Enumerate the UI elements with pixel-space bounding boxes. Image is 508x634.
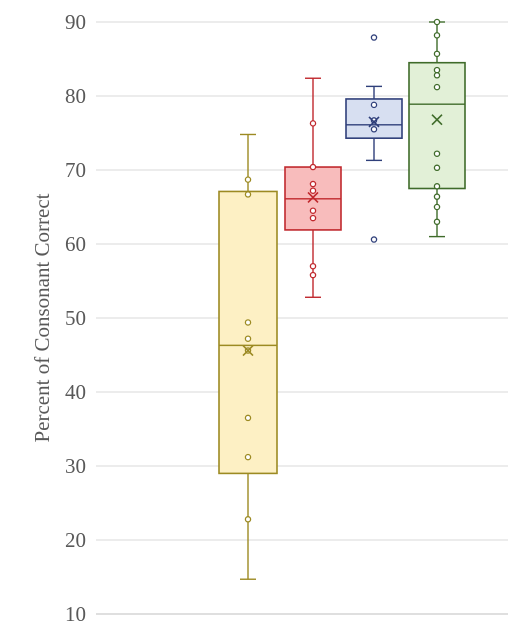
data-point-2-6: [309, 214, 317, 222]
mean-marker-4: [431, 114, 443, 126]
data-point-4-8: [433, 164, 441, 172]
data-point-4-2: [433, 32, 441, 39]
y-tick-label-60: 60: [65, 232, 86, 256]
mean-marker-3: [368, 116, 380, 128]
y-tick-label-20: 20: [65, 528, 86, 552]
y-tick-label-70: 70: [65, 158, 86, 182]
data-point-3-2: [370, 101, 378, 109]
box-group-2: [284, 77, 342, 298]
y-axis-title: Percent of Consonant Correct: [30, 193, 54, 442]
y-tick-label-30: 30: [65, 454, 86, 478]
y-tick-label-40: 40: [65, 380, 86, 404]
box-group-1: [218, 133, 278, 580]
y-tick-label-80: 80: [65, 84, 86, 108]
data-point-1-6: [244, 453, 252, 461]
box-iqr-1: [218, 190, 278, 475]
data-point-2-8: [309, 271, 317, 279]
data-point-4-1: [433, 18, 441, 26]
y-tick-label-10: 10: [65, 602, 86, 626]
data-point-4-12: [433, 218, 441, 226]
data-point-4-3: [433, 50, 441, 58]
y-tick-label-50: 50: [65, 306, 86, 330]
data-point-3-1: [370, 34, 378, 41]
mean-marker-1: [242, 344, 254, 357]
data-point-1-4: [244, 335, 252, 342]
y-axis-ticks: 10 20 30 40 50 60 70 80 90: [65, 10, 86, 626]
data-point-4-5: [433, 72, 441, 79]
data-point-2-3: [309, 180, 317, 188]
data-point-1-2: [244, 191, 252, 198]
data-point-2-7: [309, 262, 317, 270]
data-point-2-5: [309, 207, 317, 214]
box-group-4: [408, 18, 466, 238]
data-point-2-1: [309, 120, 317, 127]
data-point-2-4: [309, 187, 317, 194]
data-point-3-4: [370, 126, 378, 133]
data-point-4-4: [433, 66, 441, 74]
data-point-4-9: [433, 183, 441, 190]
data-point-4-10: [433, 193, 441, 200]
data-point-1-1: [244, 176, 252, 183]
data-point-1-3: [244, 319, 252, 326]
data-point-4-11: [433, 203, 441, 211]
data-point-1-7: [244, 516, 252, 523]
data-point-3-5: [370, 236, 378, 243]
data-point-4-6: [433, 83, 441, 91]
data-point-1-5: [244, 414, 252, 422]
mean-marker-2: [307, 191, 319, 203]
box-group-3: [345, 34, 403, 243]
y-tick-label-90: 90: [65, 10, 86, 34]
data-point-2-2: [309, 163, 317, 171]
data-point-4-7: [433, 150, 441, 157]
box-series: [218, 18, 466, 580]
